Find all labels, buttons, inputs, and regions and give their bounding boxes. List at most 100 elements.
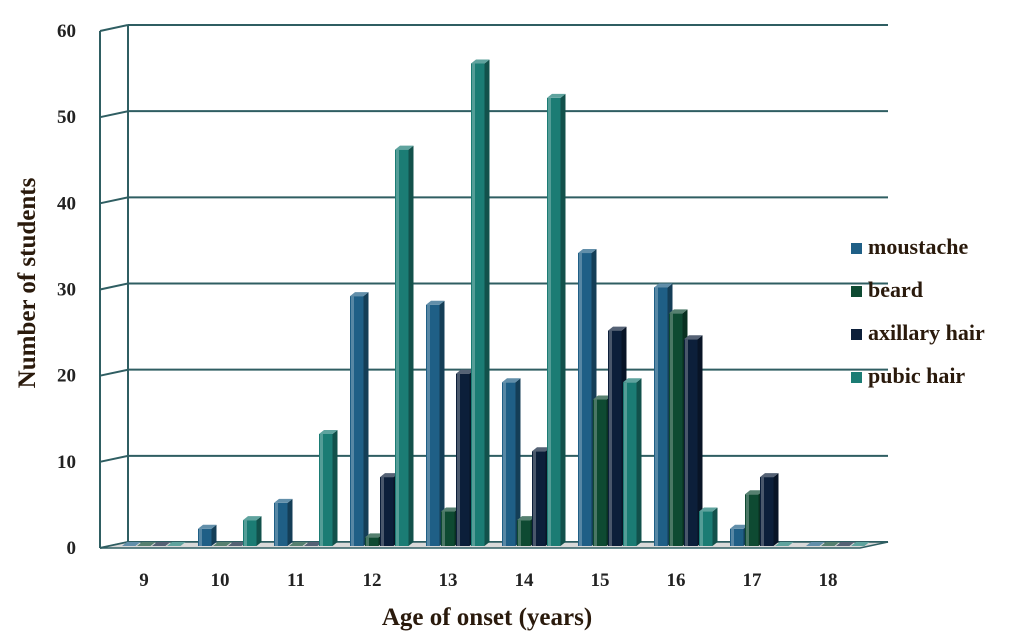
bar-top [395, 145, 414, 150]
y-tick-label: 10 [57, 452, 76, 473]
y-tick-label: 40 [57, 193, 76, 214]
bar [760, 473, 779, 546]
bar-top [137, 542, 156, 546]
bar-highlight [731, 528, 734, 546]
bar-top [380, 473, 399, 478]
bar-side [636, 378, 642, 546]
gridline-side [99, 110, 129, 119]
bar [502, 378, 521, 546]
legend-label: axillary hair [868, 320, 985, 345]
legend-swatch [851, 286, 862, 297]
y-tick-label: 60 [57, 21, 76, 42]
bar-highlight [442, 511, 445, 546]
bar-top [836, 542, 855, 546]
bar-highlight [761, 477, 764, 546]
bar-top [806, 542, 825, 546]
x-tick-label: 15 [591, 570, 610, 591]
bar [274, 498, 293, 546]
legend-swatch [851, 329, 862, 340]
legend-label: pubic hair [868, 363, 965, 388]
bar-top [745, 490, 764, 495]
y-tick-labels: 0 10 20 30 40 50 60 [57, 21, 76, 559]
bar [243, 516, 262, 546]
bar [547, 93, 566, 546]
bar [289, 542, 308, 546]
gridline-side [99, 24, 129, 32]
bar-top [274, 498, 293, 503]
bar-top [699, 507, 718, 512]
bar [198, 524, 217, 546]
bar-highlight [579, 253, 582, 547]
bar-top [623, 378, 642, 383]
bar-side [256, 516, 262, 546]
bar [623, 378, 642, 546]
bar-side [439, 300, 445, 546]
bar-highlight [472, 63, 475, 546]
bar [821, 542, 840, 546]
x-tick-label: 18 [819, 570, 838, 591]
bar-top [517, 516, 536, 521]
bar-top [821, 542, 840, 546]
x-tick-label: 9 [139, 570, 149, 591]
bar-top [365, 533, 384, 538]
bar-highlight [351, 296, 354, 546]
bar-side [363, 292, 369, 546]
legend-swatch [851, 243, 862, 254]
bar-side [211, 524, 217, 546]
bar-side [408, 145, 414, 546]
axes [99, 25, 889, 549]
gridline-side [99, 196, 129, 205]
bar-top [243, 516, 262, 521]
bar-highlight [685, 339, 688, 546]
bar-highlight [275, 502, 278, 546]
bar-highlight [199, 528, 202, 546]
bar-highlight [244, 520, 247, 546]
bar-top [471, 59, 490, 64]
bar-side [697, 335, 703, 546]
bar [775, 542, 794, 546]
bar-highlight [624, 382, 627, 546]
bar-side [773, 473, 779, 546]
y-axis-title: Number of students [14, 177, 41, 388]
bar-side [332, 429, 338, 546]
x-tick-label: 16 [667, 570, 686, 591]
legend-label: beard [868, 277, 923, 302]
bar-top [456, 369, 475, 374]
bar-top [213, 542, 232, 546]
bar-highlight [457, 373, 460, 546]
legend-label: moustache [868, 234, 968, 259]
bar [304, 542, 323, 546]
x-tick-label: 13 [439, 570, 458, 591]
bar [806, 542, 825, 546]
bar-top [152, 542, 171, 546]
bar-highlight [670, 313, 673, 546]
bar-top [578, 249, 597, 254]
x-tick-labels: 9 10 11 12 13 14 15 16 17 18 [139, 570, 837, 591]
bar-top [289, 542, 308, 546]
bar-side [560, 93, 566, 546]
bar-top [228, 542, 247, 546]
x-axis-title: Age of onset (years) [382, 604, 592, 631]
x-tick-label: 10 [211, 570, 230, 591]
bar-top [319, 429, 338, 434]
gridline-side [99, 368, 129, 377]
gridlines [99, 24, 888, 549]
bar-top [669, 309, 688, 314]
bar [152, 542, 171, 546]
bar [122, 542, 141, 546]
bar-side [287, 498, 293, 546]
bar-highlight [366, 537, 369, 546]
bar [395, 145, 414, 546]
bar-top [426, 300, 445, 305]
bar-top [198, 524, 217, 529]
bar-top [684, 335, 703, 340]
bar-top [350, 292, 369, 297]
x-tick-label: 14 [515, 570, 535, 591]
bar-side [484, 59, 490, 546]
x-tick-label: 11 [287, 570, 305, 591]
bar-top [532, 447, 551, 452]
x-tick-label: 17 [743, 570, 763, 591]
bar-highlight [609, 330, 612, 546]
legend: moustache beard axillary hair pubic hair [851, 234, 985, 388]
